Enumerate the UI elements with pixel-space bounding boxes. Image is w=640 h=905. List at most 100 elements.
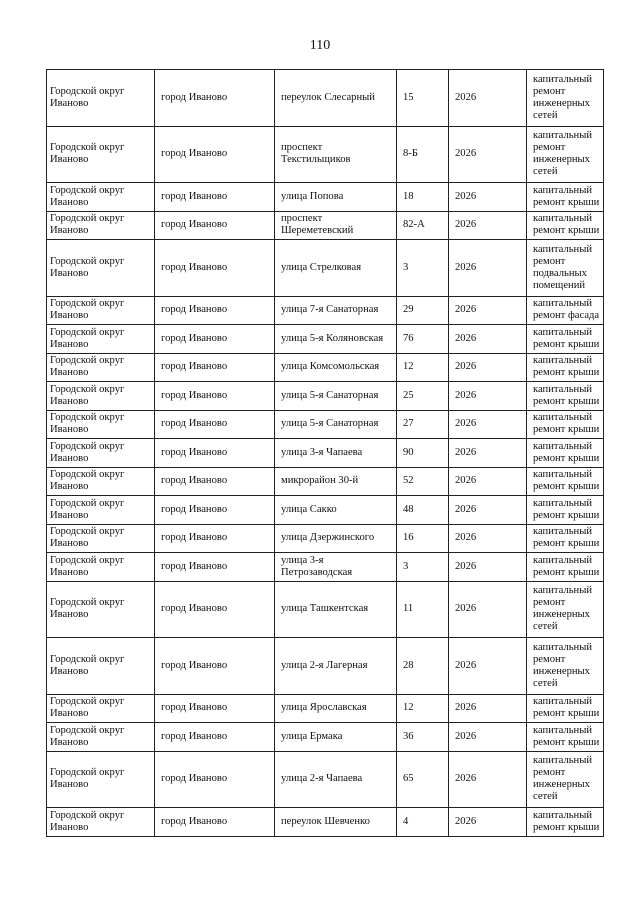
district-cell: Городской округ Иваново xyxy=(46,750,155,808)
table-row: Городской округ Иваново город Иваново улиц… xyxy=(46,693,604,723)
house-number-cell: 4 xyxy=(396,807,449,837)
street-cell: проспект Шереметевский xyxy=(274,210,397,240)
city-cell: город Иваново xyxy=(154,722,275,752)
district-cell: Городской округ Иваново xyxy=(46,69,155,127)
city-cell: город Иваново xyxy=(154,750,275,808)
year-cell: 2026 xyxy=(448,125,527,183)
district-cell: Городской округ Иваново xyxy=(46,352,155,382)
district-cell: Городской округ Иваново xyxy=(46,523,155,553)
house-number-cell: 25 xyxy=(396,381,449,411)
work-type-cell: капитальный ремонт подвальных помещений xyxy=(526,239,604,297)
city-cell: город Иваново xyxy=(154,239,275,297)
street-cell: улица Стрелковая xyxy=(274,239,397,297)
street-cell: улица 2-я Чапаева xyxy=(274,750,397,808)
district-cell: Городской округ Иваново xyxy=(46,409,155,439)
city-cell: город Иваново xyxy=(154,438,275,468)
district-cell: Городской округ Иваново xyxy=(46,552,155,582)
city-cell: город Иваново xyxy=(154,580,275,638)
table-row: Городской округ Иваново город Иваново прос… xyxy=(46,125,604,183)
work-type-cell: капитальный ремонт крыши xyxy=(526,722,604,752)
house-number-cell: 76 xyxy=(396,324,449,354)
street-cell: переулок Слесарный xyxy=(274,69,397,127)
work-type-cell: капитальный ремонт крыши xyxy=(526,552,604,582)
work-type-cell: капитальный ремонт крыши xyxy=(526,381,604,411)
work-type-cell: капитальный ремонт крыши xyxy=(526,495,604,525)
year-cell: 2026 xyxy=(448,750,527,808)
work-type-cell: капитальный ремонт инженерных сетей xyxy=(526,69,604,127)
table-row: Городской округ Иваново город Иваново улиц… xyxy=(46,409,604,439)
district-cell: Городской округ Иваново xyxy=(46,807,155,837)
street-cell: улица Попова xyxy=(274,182,397,212)
city-cell: город Иваново xyxy=(154,552,275,582)
work-type-cell: капитальный ремонт инженерных сетей xyxy=(526,750,604,808)
year-cell: 2026 xyxy=(448,722,527,752)
year-cell: 2026 xyxy=(448,693,527,723)
city-cell: город Иваново xyxy=(154,125,275,183)
city-cell: город Иваново xyxy=(154,69,275,127)
district-cell: Городской округ Иваново xyxy=(46,466,155,496)
house-number-cell: 90 xyxy=(396,438,449,468)
house-number-cell: 18 xyxy=(396,182,449,212)
house-number-cell: 8-Б xyxy=(396,125,449,183)
street-cell: улица 5-я Санаторная xyxy=(274,409,397,439)
table-row: Городской округ Иваново город Иваново улиц… xyxy=(46,352,604,382)
street-cell: проспект Текстильщиков xyxy=(274,125,397,183)
house-number-cell: 28 xyxy=(396,637,449,695)
city-cell: город Иваново xyxy=(154,182,275,212)
street-cell: улица Ермака xyxy=(274,722,397,752)
table-row: Городской округ Иваново город Иваново улиц… xyxy=(46,722,604,752)
work-type-cell: капитальный ремонт инженерных сетей xyxy=(526,580,604,638)
house-number-cell: 3 xyxy=(396,239,449,297)
city-cell: город Иваново xyxy=(154,495,275,525)
district-cell: Городской округ Иваново xyxy=(46,381,155,411)
year-cell: 2026 xyxy=(448,495,527,525)
table-row: Городской округ Иваново город Иваново улиц… xyxy=(46,295,604,325)
street-cell: улица 5-я Санаторная xyxy=(274,381,397,411)
year-cell: 2026 xyxy=(448,552,527,582)
district-cell: Городской округ Иваново xyxy=(46,239,155,297)
district-cell: Городской округ Иваново xyxy=(46,324,155,354)
table-row: Городской округ Иваново город Иваново улиц… xyxy=(46,552,604,582)
house-number-cell: 36 xyxy=(396,722,449,752)
city-cell: город Иваново xyxy=(154,466,275,496)
year-cell: 2026 xyxy=(448,466,527,496)
year-cell: 2026 xyxy=(448,182,527,212)
work-type-cell: капитальный ремонт крыши xyxy=(526,523,604,553)
work-type-cell: капитальный ремонт крыши xyxy=(526,352,604,382)
year-cell: 2026 xyxy=(448,807,527,837)
district-cell: Городской округ Иваново xyxy=(46,693,155,723)
house-number-cell: 11 xyxy=(396,580,449,638)
city-cell: город Иваново xyxy=(154,807,275,837)
street-cell: улица 7-я Санаторная xyxy=(274,295,397,325)
table-row: Городской округ Иваново город Иваново улиц… xyxy=(46,438,604,468)
street-cell: улица Ташкентская xyxy=(274,580,397,638)
house-number-cell: 15 xyxy=(396,69,449,127)
table-row: Городской округ Иваново город Иваново улиц… xyxy=(46,182,604,212)
work-type-cell: капитальный ремонт крыши xyxy=(526,438,604,468)
table-row: Городской округ Иваново город Иваново прос… xyxy=(46,210,604,240)
table-row: Городской округ Иваново город Иваново улиц… xyxy=(46,495,604,525)
table-row: Городской округ Иваново город Иваново улиц… xyxy=(46,239,604,297)
repair-schedule-table: Городской округ Иваново город Иваново пере… xyxy=(46,69,604,837)
table-row: Городской округ Иваново город Иваново улиц… xyxy=(46,324,604,354)
district-cell: Городской округ Иваново xyxy=(46,210,155,240)
house-number-cell: 52 xyxy=(396,466,449,496)
year-cell: 2026 xyxy=(448,295,527,325)
city-cell: город Иваново xyxy=(154,409,275,439)
work-type-cell: капитальный ремонт крыши xyxy=(526,693,604,723)
city-cell: город Иваново xyxy=(154,295,275,325)
house-number-cell: 48 xyxy=(396,495,449,525)
house-number-cell: 29 xyxy=(396,295,449,325)
page-number: 110 xyxy=(309,38,331,53)
city-cell: город Иваново xyxy=(154,523,275,553)
table-row: Городской округ Иваново город Иваново улиц… xyxy=(46,381,604,411)
year-cell: 2026 xyxy=(448,637,527,695)
street-cell: улица Сакко xyxy=(274,495,397,525)
work-type-cell: капитальный ремонт крыши xyxy=(526,210,604,240)
table-row: Городской округ Иваново город Иваново микр… xyxy=(46,466,604,496)
house-number-cell: 3 xyxy=(396,552,449,582)
year-cell: 2026 xyxy=(448,381,527,411)
year-cell: 2026 xyxy=(448,210,527,240)
house-number-cell: 12 xyxy=(396,693,449,723)
district-cell: Городской округ Иваново xyxy=(46,438,155,468)
